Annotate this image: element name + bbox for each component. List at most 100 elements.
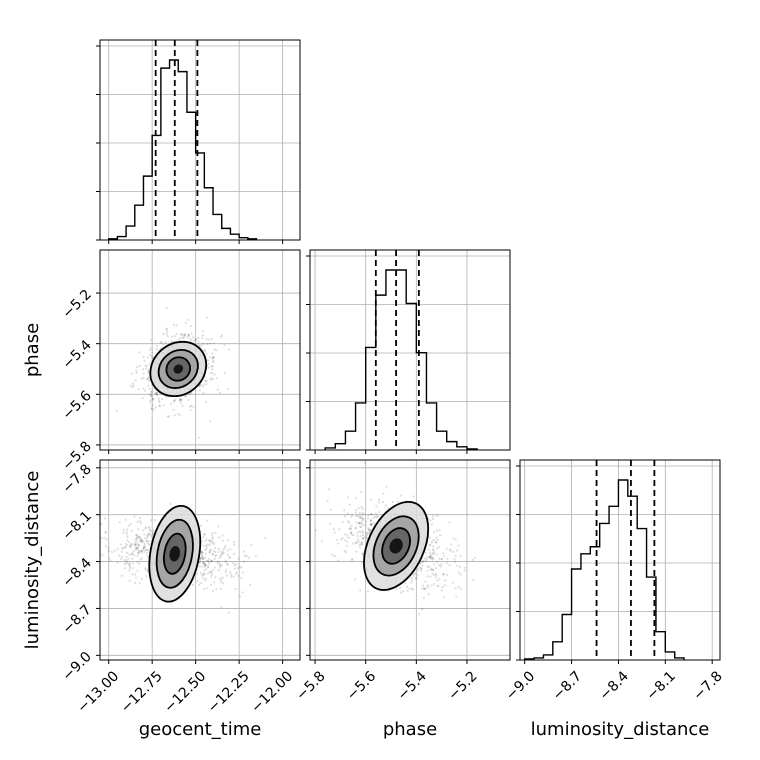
sample-point bbox=[364, 535, 368, 538]
sample-point bbox=[151, 398, 154, 401]
sample-point bbox=[151, 356, 154, 359]
sample-point bbox=[418, 566, 421, 569]
sample-point bbox=[228, 570, 232, 574]
sample-point bbox=[145, 549, 148, 552]
sample-point bbox=[126, 528, 129, 531]
sample-point bbox=[209, 548, 212, 551]
sample-point bbox=[187, 318, 190, 321]
sample-point bbox=[240, 576, 243, 580]
sample-point bbox=[421, 586, 424, 590]
sample-point bbox=[354, 527, 357, 530]
sample-point bbox=[104, 544, 108, 547]
sample-point bbox=[135, 536, 139, 539]
sample-point bbox=[433, 531, 436, 534]
sample-point bbox=[237, 567, 240, 570]
sample-point bbox=[404, 582, 407, 585]
sample-point bbox=[203, 587, 206, 591]
sample-point bbox=[126, 561, 129, 564]
sample-point bbox=[346, 536, 349, 539]
sample-point bbox=[439, 565, 443, 568]
sample-point bbox=[202, 577, 205, 580]
sample-point bbox=[348, 503, 351, 506]
sample-point bbox=[369, 523, 372, 526]
sample-point bbox=[211, 569, 214, 572]
sample-point bbox=[138, 551, 141, 554]
sample-point bbox=[120, 574, 123, 577]
x-tick-label: −8.1 bbox=[644, 668, 679, 703]
sample-point bbox=[429, 551, 432, 554]
sample-point bbox=[376, 514, 379, 518]
sample-point bbox=[454, 554, 457, 557]
sample-point bbox=[416, 567, 420, 570]
sample-point bbox=[436, 514, 439, 517]
sample-point bbox=[136, 547, 139, 550]
sample-point bbox=[125, 539, 129, 542]
sample-point bbox=[369, 523, 372, 526]
sample-point bbox=[471, 579, 475, 582]
sample-point bbox=[143, 545, 146, 549]
sample-point bbox=[197, 340, 200, 343]
sample-point bbox=[232, 575, 235, 578]
sample-point bbox=[177, 338, 181, 341]
sample-point bbox=[435, 574, 438, 577]
sample-point bbox=[206, 559, 210, 562]
sample-point bbox=[201, 385, 204, 388]
sample-point bbox=[333, 554, 336, 558]
sample-point bbox=[332, 527, 336, 531]
sample-point bbox=[221, 552, 224, 555]
sample-point bbox=[137, 545, 140, 549]
sample-point bbox=[201, 565, 204, 568]
sample-point bbox=[443, 595, 446, 598]
sample-point bbox=[429, 568, 433, 572]
sample-point bbox=[351, 557, 354, 560]
sample-point bbox=[343, 533, 347, 536]
sample-point bbox=[124, 542, 128, 545]
sample-point bbox=[206, 587, 209, 590]
sample-point bbox=[443, 584, 446, 587]
sample-point bbox=[204, 548, 207, 551]
sample-point bbox=[359, 521, 362, 524]
sample-point bbox=[144, 527, 147, 530]
sample-point bbox=[233, 564, 236, 567]
sample-point bbox=[343, 550, 347, 553]
sample-point bbox=[442, 552, 445, 555]
sample-point bbox=[459, 573, 462, 576]
sample-point bbox=[148, 379, 151, 382]
sample-point bbox=[211, 537, 214, 540]
sample-point bbox=[144, 568, 148, 571]
axes-frame bbox=[99, 249, 301, 451]
sample-point bbox=[171, 335, 174, 338]
sample-point bbox=[143, 544, 146, 548]
sample-point bbox=[103, 517, 107, 520]
sample-point bbox=[435, 579, 439, 582]
sample-point bbox=[140, 541, 143, 544]
sample-point bbox=[432, 545, 435, 548]
sample-point bbox=[337, 542, 340, 545]
sample-point bbox=[234, 587, 237, 591]
sample-point bbox=[412, 574, 415, 577]
sample-point bbox=[141, 397, 144, 400]
sample-point bbox=[157, 397, 160, 400]
sample-point bbox=[132, 384, 135, 387]
sample-point bbox=[229, 548, 232, 551]
sample-point bbox=[207, 565, 210, 568]
sample-point bbox=[172, 400, 176, 403]
sample-point bbox=[139, 520, 142, 523]
sample-point bbox=[190, 339, 193, 342]
sample-point bbox=[355, 542, 358, 545]
sample-point bbox=[199, 389, 202, 392]
sample-point bbox=[440, 563, 443, 566]
sample-point bbox=[356, 534, 359, 538]
sample-point bbox=[359, 517, 362, 520]
sample-point bbox=[148, 528, 152, 532]
sample-point bbox=[341, 536, 344, 540]
sample-point bbox=[147, 376, 151, 379]
sample-point bbox=[406, 589, 409, 592]
sample-point bbox=[142, 547, 145, 550]
sample-point bbox=[152, 408, 155, 411]
sample-point bbox=[360, 490, 363, 494]
sample-point bbox=[215, 588, 218, 591]
sample-point bbox=[199, 572, 202, 575]
sample-point bbox=[120, 557, 123, 561]
sample-point bbox=[360, 541, 363, 545]
